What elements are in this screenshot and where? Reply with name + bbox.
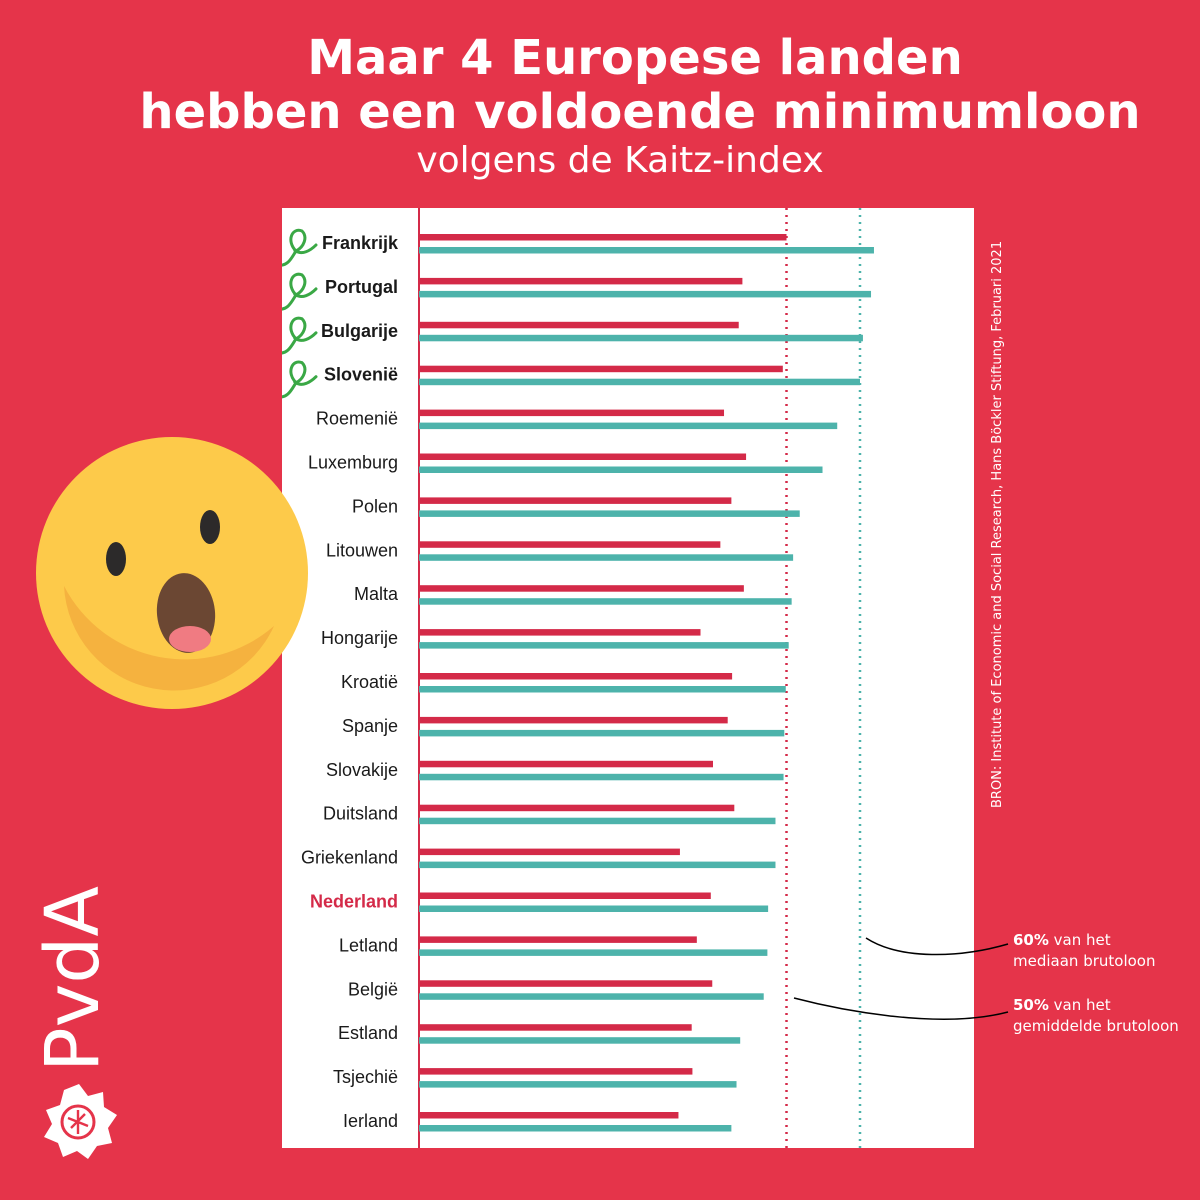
bar-median-17 bbox=[419, 993, 764, 1000]
category-label-18: Estland bbox=[338, 1023, 398, 1043]
category-label-5: Luxemburg bbox=[308, 453, 398, 473]
check-mark-icon bbox=[282, 228, 318, 267]
bar-average-11 bbox=[419, 716, 728, 724]
bar-average-7 bbox=[419, 541, 721, 548]
category-label-3: Slovenië bbox=[324, 365, 398, 385]
bar-median-5 bbox=[419, 466, 823, 473]
connector-60 bbox=[865, 937, 1009, 956]
pvda-logo-text: PvdA bbox=[30, 885, 116, 1072]
bar-average-5 bbox=[419, 453, 747, 460]
connector-50 bbox=[793, 997, 1009, 1020]
category-label-10: Kroatië bbox=[341, 672, 398, 692]
annotation-50-rest: van het bbox=[1048, 996, 1111, 1014]
bar-average-3 bbox=[419, 365, 783, 373]
bar-median-4 bbox=[419, 422, 838, 430]
bar-median-7 bbox=[419, 554, 794, 561]
bar-average-9 bbox=[419, 629, 701, 636]
category-label-13: Duitsland bbox=[323, 804, 398, 824]
category-label-11: Spanje bbox=[342, 716, 398, 736]
chart-title-line-1: Maar 4 Europese landen bbox=[307, 30, 963, 86]
bar-average-13 bbox=[419, 804, 735, 812]
bar-median-14 bbox=[419, 861, 776, 869]
bar-median-0 bbox=[419, 247, 874, 254]
annotation-50-strong: 50% bbox=[1013, 996, 1049, 1014]
bar-average-20 bbox=[419, 1112, 679, 1119]
bar-average-8 bbox=[419, 585, 744, 592]
bar-median-3 bbox=[419, 378, 860, 386]
category-label-9: Hongarije bbox=[321, 628, 398, 648]
category-label-15: Nederland bbox=[310, 892, 398, 912]
bar-median-8 bbox=[419, 598, 792, 605]
annotation-50-line2: gemiddelde brutoloon bbox=[1013, 1017, 1179, 1035]
bar-median-12 bbox=[419, 773, 784, 781]
bar-average-2 bbox=[419, 321, 739, 329]
bar-average-18 bbox=[419, 1024, 692, 1031]
category-label-12: Slovakije bbox=[326, 760, 398, 780]
bar-median-1 bbox=[419, 290, 872, 298]
annotation-50-percent: 50% van het gemiddelde brutoloon bbox=[1013, 995, 1179, 1037]
bar-median-2 bbox=[419, 334, 863, 342]
bar-median-15 bbox=[419, 905, 769, 912]
chart-subtitle: volgens de Kaitz-index bbox=[416, 140, 824, 181]
bar-average-10 bbox=[419, 673, 733, 680]
bar-average-17 bbox=[419, 980, 713, 987]
bar-average-16 bbox=[419, 936, 697, 943]
category-label-14: Griekenland bbox=[301, 848, 398, 868]
category-label-16: Letland bbox=[339, 935, 398, 955]
bar-average-0 bbox=[419, 234, 787, 241]
category-label-20: Ierland bbox=[343, 1111, 398, 1131]
chart-panel: Frankrijk Portugal Bulgarije Slovenië Roemen… bbox=[282, 208, 974, 1148]
category-label-0: Frankrijk bbox=[322, 233, 399, 253]
bar-average-14 bbox=[419, 848, 680, 856]
check-mark-icon bbox=[282, 272, 318, 311]
category-label-2: Bulgarije bbox=[321, 321, 398, 341]
bar-average-12 bbox=[419, 760, 713, 768]
surprised-face-emoji-icon bbox=[36, 437, 308, 709]
bar-average-4 bbox=[419, 409, 725, 417]
bar-average-15 bbox=[419, 892, 711, 899]
category-label-6: Polen bbox=[352, 496, 398, 516]
bar-median-20 bbox=[419, 1125, 732, 1132]
annotation-60-strong: 60% bbox=[1013, 931, 1049, 949]
bar-median-19 bbox=[419, 1081, 737, 1088]
chart-title-line-2: hebben een voldoende minimumloon bbox=[139, 84, 1141, 140]
category-label-19: Tsjechië bbox=[333, 1067, 398, 1087]
bar-median-13 bbox=[419, 817, 776, 825]
bar-median-16 bbox=[419, 949, 768, 956]
bar-average-6 bbox=[419, 497, 732, 504]
category-label-7: Litouwen bbox=[326, 540, 398, 560]
bar-chart: Frankrijk Portugal Bulgarije Slovenië Roemen… bbox=[282, 208, 874, 1148]
annotation-60-percent: 60% van het mediaan brutoloon bbox=[1013, 930, 1155, 972]
bar-median-10 bbox=[419, 686, 786, 693]
bar-average-19 bbox=[419, 1068, 693, 1075]
category-label-1: Portugal bbox=[325, 277, 398, 297]
bar-average-1 bbox=[419, 277, 743, 285]
bar-median-9 bbox=[419, 642, 789, 649]
category-label-4: Roemenië bbox=[316, 409, 398, 429]
category-label-17: België bbox=[348, 979, 398, 999]
bar-median-18 bbox=[419, 1037, 741, 1044]
annotation-60-rest: van het bbox=[1048, 931, 1111, 949]
bar-median-6 bbox=[419, 510, 800, 517]
check-mark-icon bbox=[282, 360, 318, 399]
rose-logo-icon bbox=[44, 1084, 117, 1159]
category-label-8: Malta bbox=[354, 584, 399, 604]
annotation-60-line2: mediaan brutoloon bbox=[1013, 952, 1156, 970]
check-mark-icon bbox=[282, 316, 318, 355]
bar-median-11 bbox=[419, 729, 785, 737]
